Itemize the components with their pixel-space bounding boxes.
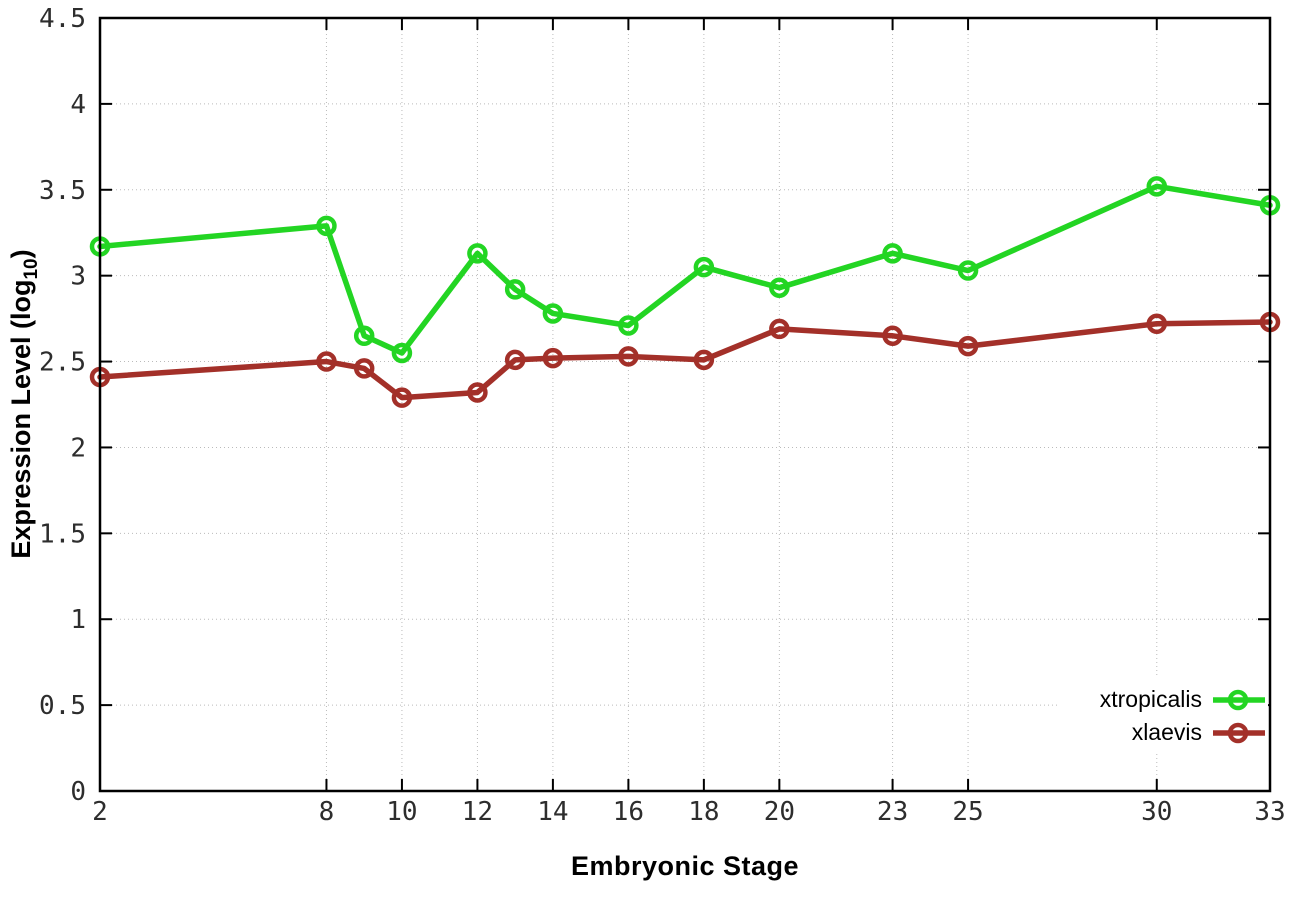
x-tick-label: 10 bbox=[386, 797, 417, 827]
legend-label: xtropicalis bbox=[1099, 686, 1202, 712]
data-point-xlaevis bbox=[693, 349, 715, 371]
x-tick-label: 14 bbox=[537, 797, 568, 827]
legend-row: xtropicalis bbox=[1058, 683, 1268, 716]
data-point-xtropicalis bbox=[693, 256, 715, 278]
data-point-xlaevis bbox=[467, 382, 488, 403]
data-point-xtropicalis bbox=[316, 215, 337, 237]
data-point-xlaevis bbox=[316, 351, 337, 372]
x-tick-label: 16 bbox=[613, 797, 644, 827]
data-point-xlaevis bbox=[957, 335, 979, 357]
legend-line-marker-icon bbox=[1212, 720, 1266, 746]
legend: xtropicalis xlaevis bbox=[1058, 678, 1268, 754]
y-tick-label: 0 bbox=[70, 777, 86, 807]
x-tick-label: 25 bbox=[952, 797, 983, 827]
data-point-xtropicalis bbox=[882, 243, 903, 264]
x-tick-label: 33 bbox=[1254, 797, 1285, 827]
data-point-xlaevis bbox=[882, 325, 903, 347]
y-tick-label: 1.5 bbox=[39, 519, 86, 549]
x-axis-title: Embryonic Stage bbox=[570, 851, 800, 881]
x-tick-label: 12 bbox=[462, 797, 493, 827]
y-tick-label: 0.5 bbox=[39, 691, 86, 721]
data-point-xlaevis bbox=[504, 349, 526, 371]
data-point-xtropicalis bbox=[353, 325, 375, 347]
series-line-xlaevis bbox=[97, 319, 1273, 401]
x-tick-label: 20 bbox=[764, 797, 795, 827]
x-tick-label: 23 bbox=[877, 797, 908, 827]
data-point-xtropicalis bbox=[467, 243, 488, 264]
data-point-xtropicalis bbox=[618, 315, 639, 336]
data-point-xtropicalis bbox=[391, 342, 413, 364]
data-point-xlaevis bbox=[1146, 313, 1168, 335]
data-point-xtropicalis bbox=[504, 279, 526, 300]
axis-border bbox=[98, 16, 1272, 793]
y-tick-label: 3 bbox=[70, 262, 86, 292]
data-point-xlaevis bbox=[542, 347, 564, 369]
x-tick-label: 2 bbox=[92, 797, 108, 827]
data-point-xlaevis bbox=[769, 318, 790, 340]
legend-sample-icon bbox=[1213, 689, 1265, 710]
data-point-xlaevis bbox=[353, 358, 375, 379]
y-tick-label: 1 bbox=[70, 605, 86, 635]
y-tick-label: 4 bbox=[70, 90, 86, 120]
y-axis-title: Expression Level (log10) bbox=[6, 249, 42, 558]
x-tick-label: 18 bbox=[688, 797, 719, 827]
data-point-xlaevis bbox=[618, 346, 639, 367]
y-tick-label: 2.5 bbox=[39, 348, 86, 378]
legend-sample-icon bbox=[1213, 722, 1265, 743]
data-point-xtropicalis bbox=[1146, 176, 1168, 197]
data-point-xtropicalis bbox=[769, 277, 790, 298]
data-point-xtropicalis bbox=[542, 303, 564, 324]
y-tick-label: 2 bbox=[70, 433, 86, 463]
x-tick-label: 30 bbox=[1141, 797, 1172, 827]
legend-label: xlaevis bbox=[1131, 719, 1202, 745]
y-tick-label: 3.5 bbox=[39, 176, 86, 206]
legend-line-marker-icon bbox=[1212, 687, 1266, 713]
data-point-xtropicalis bbox=[957, 260, 979, 281]
legend-row: xlaevis bbox=[1058, 716, 1268, 749]
series-line-xtropicalis bbox=[97, 183, 1273, 356]
y-tick-label: 4.5 bbox=[39, 4, 86, 34]
data-point-xlaevis bbox=[391, 387, 413, 408]
x-tick-label: 8 bbox=[319, 797, 335, 827]
